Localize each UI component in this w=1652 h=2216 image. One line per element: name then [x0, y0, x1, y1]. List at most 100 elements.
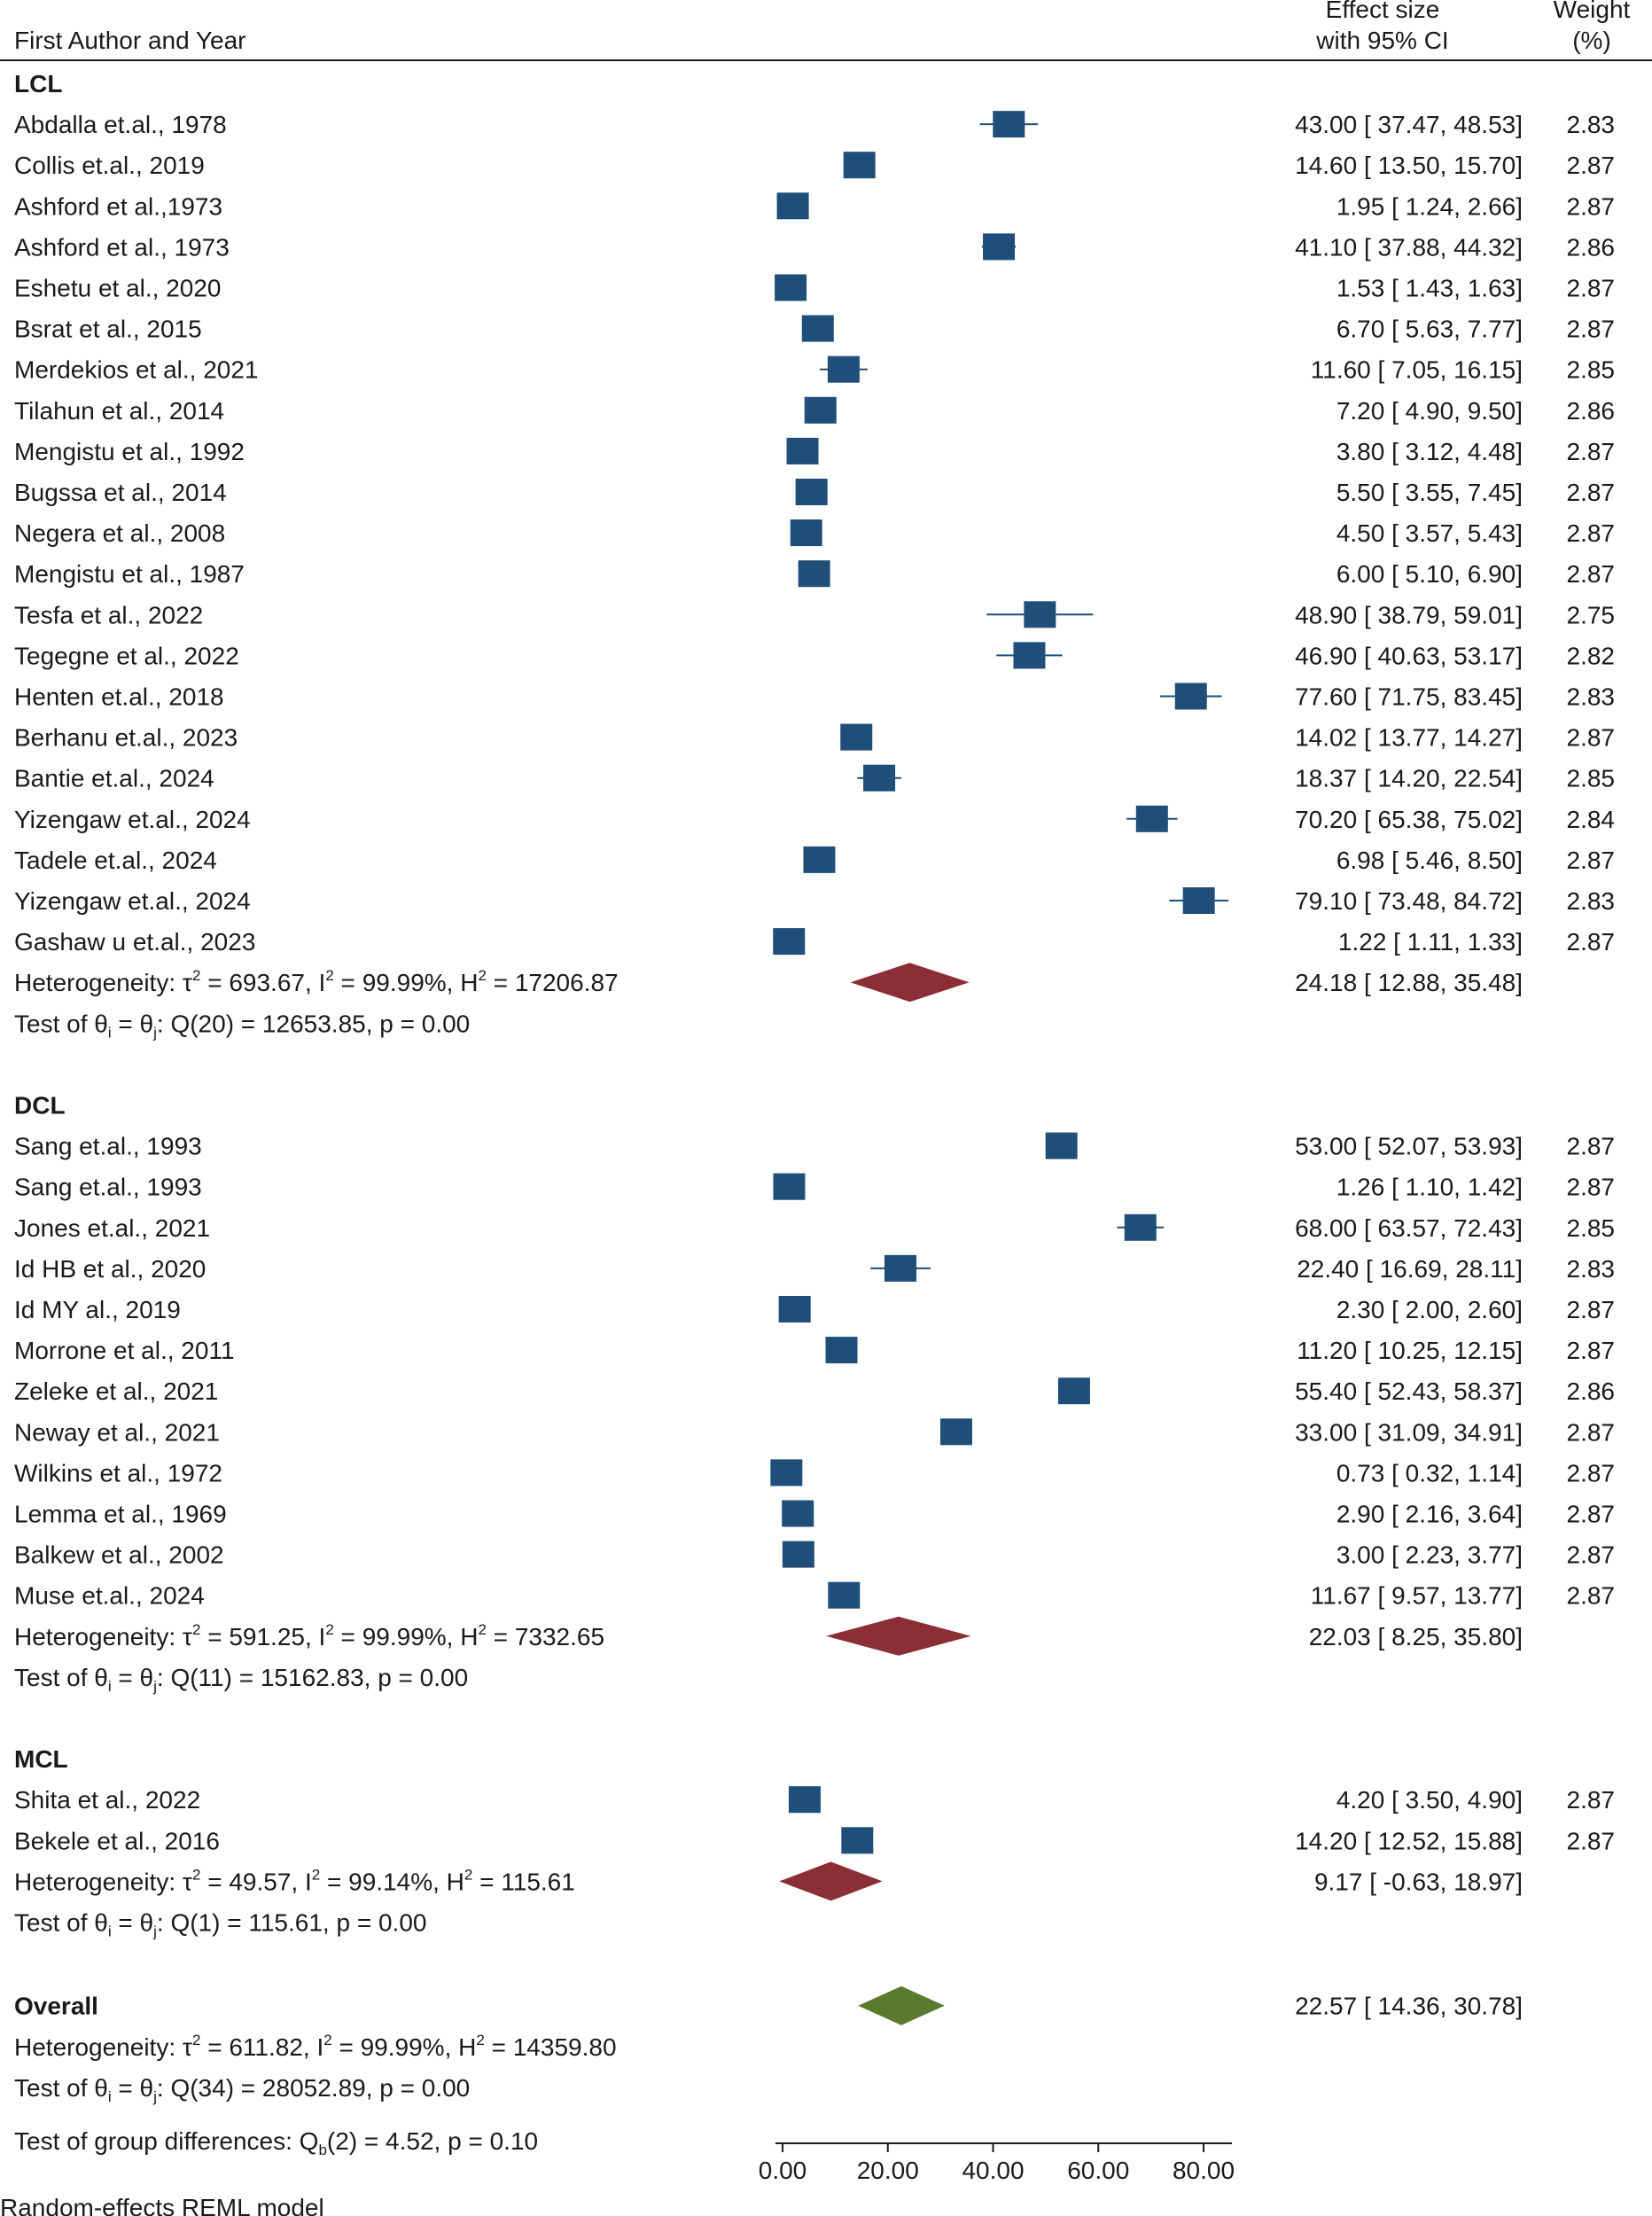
weight-lcl-10: 2.87 [1567, 479, 1616, 506]
effect-marker-lcl-10 [795, 479, 828, 505]
study-label-mcl-2: Bekele et al., 2016 [14, 1827, 220, 1854]
study-label-dcl-12: Muse et.al., 2024 [14, 1582, 205, 1610]
overall-label: Overall [14, 1993, 98, 2020]
effect-marker-lcl-18 [1135, 805, 1168, 832]
effect-marker-lcl-20 [1182, 887, 1215, 914]
effect-marker-dcl-4 [884, 1254, 916, 1282]
study-label-lcl-11: Negera et al., 2008 [14, 519, 225, 547]
effect-ci-dcl-4: 22.40 [ 16.69, 28.11] [1297, 1255, 1523, 1283]
effect-ci-dcl-11: 3.00 [ 2.23, 3.77] [1336, 1541, 1523, 1569]
weight-dcl-4: 2.83 [1567, 1255, 1616, 1283]
homogeneity-test-dcl: Test of θi = θj: Q(11) = 15162.83, p = 0… [14, 1664, 468, 1695]
x-tick-label-0: 0.00 [759, 2157, 807, 2184]
effect-marker-lcl-9 [786, 437, 819, 464]
effect-marker-lcl-17 [863, 764, 896, 792]
study-label-lcl-10: Bugssa et al., 2014 [14, 479, 227, 506]
column-header: First Author and Year Effect size with 9… [0, 0, 1652, 61]
weight-dcl-9: 2.87 [1567, 1459, 1616, 1486]
header-weight-unit: (%) [1572, 27, 1611, 54]
effect-marker-dcl-7 [1057, 1377, 1090, 1405]
weight-lcl-19: 2.87 [1567, 847, 1616, 874]
effect-marker-dcl-5 [778, 1296, 811, 1323]
study-label-lcl-21: Gashaw u et.al., 2023 [14, 928, 255, 956]
weight-dcl-6: 2.87 [1567, 1337, 1616, 1364]
subgroup-diamond-lcl [850, 963, 970, 1003]
study-label-dcl-3: Jones et.al., 2021 [14, 1214, 210, 1242]
forest-rows: LCL Abdalla et.al., 1978 43.00 [ 37.47, 48… [14, 70, 1615, 2158]
study-label-lcl-16: Berhanu et.al., 2023 [14, 724, 238, 752]
study-label-dcl-11: Balkew et al., 2002 [14, 1541, 224, 1569]
study-label-dcl-10: Lemma et al., 1969 [14, 1501, 227, 1528]
study-label-lcl-20: Yizengaw et.al., 2024 [14, 887, 251, 915]
effect-marker-dcl-11 [782, 1541, 814, 1568]
effect-ci-lcl-20: 79.10 [ 73.48, 84.72] [1295, 887, 1523, 915]
study-label-lcl-14: Tegegne et al., 2022 [14, 642, 239, 669]
effect-marker-lcl-12 [798, 560, 830, 588]
effect-marker-lcl-13 [1024, 601, 1056, 628]
x-tick-label-4: 80.00 [1173, 2157, 1235, 2184]
heterogeneity-lcl: Heterogeneity: τ2 = 693.67, I2 = 99.99%,… [14, 967, 619, 996]
effect-marker-lcl-19 [803, 846, 836, 873]
effect-marker-lcl-16 [840, 723, 873, 751]
effect-marker-lcl-2 [843, 152, 876, 179]
heterogeneity-mcl: Heterogeneity: τ2 = 49.57, I2 = 99.14%, … [14, 1866, 575, 1895]
effect-marker-lcl-6 [801, 315, 834, 342]
effect-marker-lcl-11 [790, 519, 822, 547]
effect-ci-lcl-2: 14.60 [ 13.50, 15.70] [1295, 152, 1523, 179]
overall-diamond [858, 1986, 945, 2025]
effect-ci-lcl-15: 77.60 [ 71.75, 83.45] [1295, 683, 1523, 711]
group-heading-dcl: DCL [14, 1092, 66, 1120]
subgroup-diamond-mcl [779, 1861, 883, 1901]
header-ci: with 95% CI [1315, 27, 1448, 54]
weight-lcl-6: 2.87 [1567, 316, 1616, 343]
weight-lcl-16: 2.87 [1567, 724, 1616, 752]
effect-ci-dcl-5: 2.30 [ 2.00, 2.60] [1336, 1296, 1523, 1323]
effect-ci-lcl-7: 11.60 [ 7.05, 16.15] [1311, 356, 1523, 384]
study-label-lcl-7: Merdekios et al., 2021 [14, 356, 259, 384]
weight-lcl-13: 2.75 [1567, 601, 1616, 628]
model-note: Random-effects REML model [0, 2194, 324, 2216]
group-difference-test: Test of group differences: Qb(2) = 4.52,… [14, 2127, 538, 2158]
subgroup-effect-ci-dcl: 22.03 [ 8.25, 35.80] [1309, 1623, 1523, 1650]
effect-marker-dcl-12 [828, 1581, 861, 1609]
x-tick-label-1: 20.00 [857, 2157, 919, 2184]
study-label-lcl-9: Mengistu et al., 1992 [14, 438, 245, 465]
study-label-lcl-19: Tadele et.al., 2024 [14, 847, 217, 874]
study-label-dcl-2: Sang et.al., 1993 [14, 1174, 202, 1201]
study-label-lcl-3: Ashford et al.,1973 [14, 192, 222, 220]
effect-marker-mcl-2 [841, 1827, 874, 1854]
weight-lcl-21: 2.87 [1567, 928, 1616, 956]
effect-marker-dcl-10 [782, 1500, 814, 1527]
study-label-dcl-4: Id HB et al., 2020 [14, 1255, 206, 1283]
effect-ci-lcl-4: 41.10 [ 37.88, 44.32] [1295, 233, 1523, 261]
weight-dcl-10: 2.87 [1567, 1501, 1616, 1528]
weight-dcl-5: 2.87 [1567, 1296, 1616, 1323]
effect-marker-dcl-3 [1124, 1213, 1157, 1241]
study-label-lcl-5: Eshetu et al., 2020 [14, 275, 222, 302]
effect-ci-lcl-3: 1.95 [ 1.24, 2.66] [1336, 192, 1523, 220]
effect-marker-dcl-8 [939, 1418, 972, 1446]
effect-marker-dcl-9 [770, 1459, 803, 1486]
effect-ci-lcl-13: 48.90 [ 38.79, 59.01] [1295, 601, 1523, 628]
x-tick-label-2: 40.00 [962, 2157, 1024, 2184]
effect-marker-lcl-1 [993, 111, 1025, 138]
effect-ci-lcl-14: 46.90 [ 40.63, 53.17] [1295, 642, 1523, 669]
subgroup-effect-ci-mcl: 9.17 [ -0.63, 18.97] [1314, 1868, 1523, 1895]
weight-lcl-1: 2.83 [1567, 111, 1616, 138]
effect-ci-dcl-6: 11.20 [ 10.25, 12.15] [1297, 1337, 1523, 1364]
subgroup-effect-ci-lcl: 24.18 [ 12.88, 35.48] [1295, 969, 1523, 996]
effect-marker-lcl-7 [827, 355, 860, 383]
study-label-lcl-6: Bsrat et al., 2015 [14, 316, 202, 343]
effect-ci-lcl-21: 1.22 [ 1.11, 1.33] [1338, 928, 1523, 956]
weight-dcl-3: 2.85 [1567, 1214, 1616, 1242]
study-label-mcl-1: Shita et al., 2022 [14, 1786, 200, 1814]
weight-lcl-9: 2.87 [1567, 438, 1616, 465]
effect-ci-lcl-5: 1.53 [ 1.43, 1.63] [1336, 275, 1523, 302]
study-label-lcl-1: Abdalla et.al., 1978 [14, 111, 227, 138]
effect-marker-lcl-14 [1013, 642, 1046, 669]
heterogeneity-dcl: Heterogeneity: τ2 = 591.25, I2 = 99.99%,… [14, 1621, 604, 1650]
study-label-dcl-7: Zeleke et al., 2021 [14, 1377, 218, 1405]
homogeneity-test-mcl: Test of θi = θj: Q(1) = 115.61, p = 0.00 [14, 1909, 426, 1940]
study-label-lcl-17: Bantie et.al., 2024 [14, 765, 214, 792]
